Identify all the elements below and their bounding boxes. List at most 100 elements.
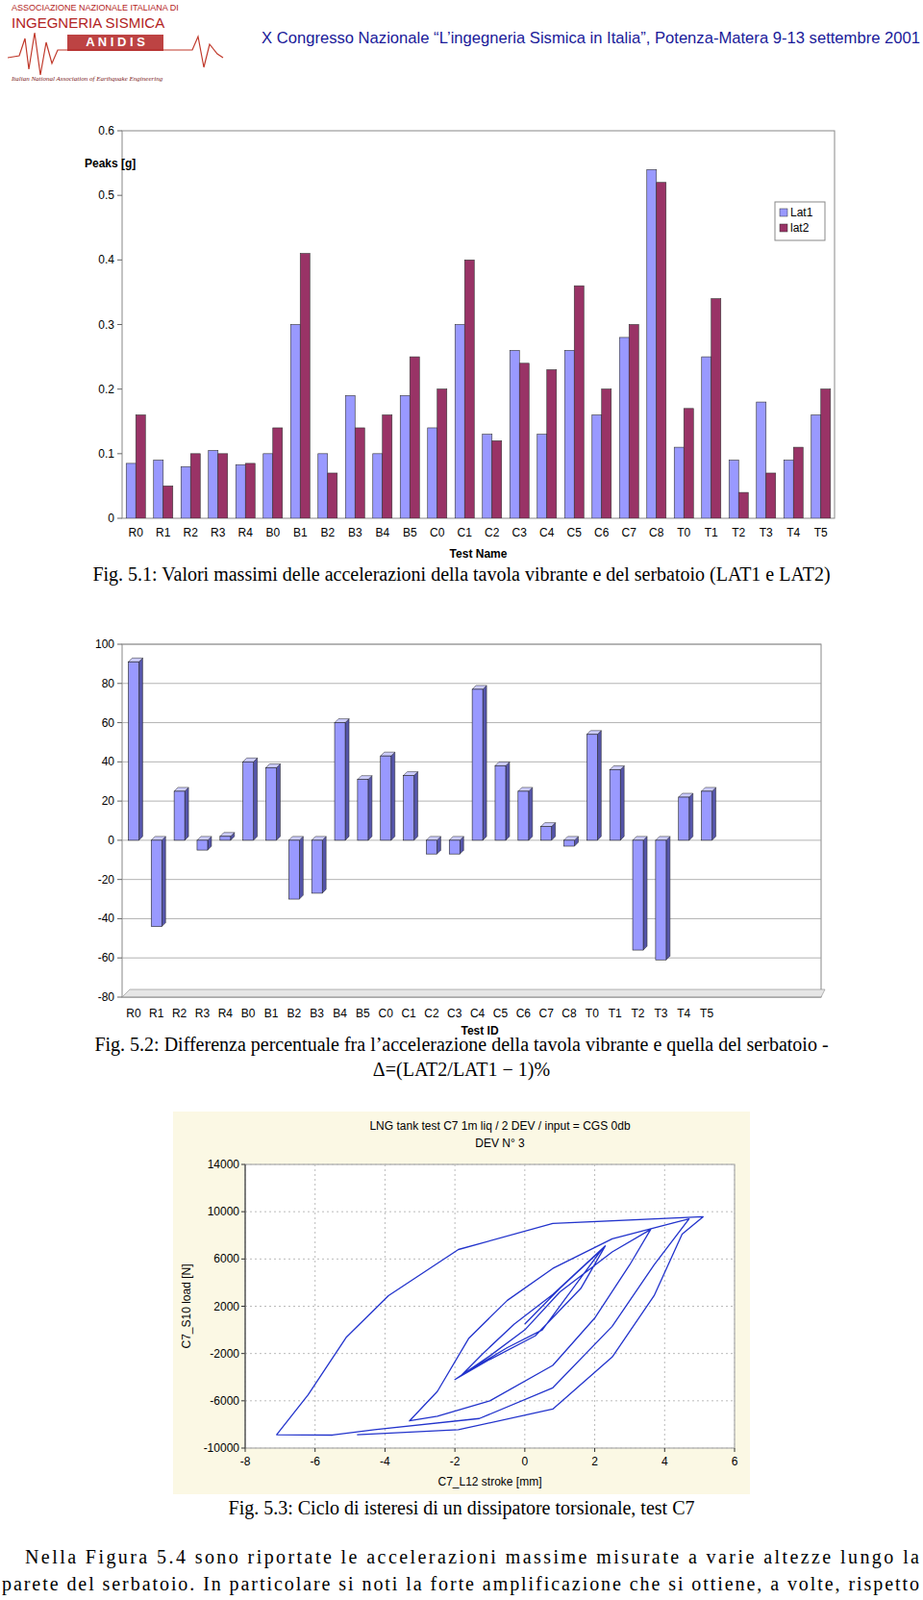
- tick-label: 80: [101, 676, 116, 691]
- bar-top: [701, 787, 717, 792]
- category-label: R0: [125, 1006, 142, 1021]
- grid-line: [122, 644, 822, 646]
- logo-text: A N I D I S: [85, 34, 146, 50]
- tick: [117, 722, 123, 724]
- plot-frame: [122, 130, 835, 519]
- bar-top: [518, 787, 533, 792]
- background: [0, 0, 923, 1600]
- bar-front: [243, 761, 254, 841]
- grid-line: [122, 722, 822, 724]
- tick-label: -2: [449, 1454, 461, 1469]
- category-label: C2: [424, 1006, 440, 1021]
- bar: [647, 169, 657, 519]
- legend-swatch: [779, 224, 788, 232]
- tick-label: 0.2: [98, 382, 115, 397]
- category-label: C7: [538, 1006, 554, 1021]
- grid-line: [122, 800, 822, 802]
- bar: [245, 463, 255, 519]
- bar: [609, 765, 624, 840]
- tick: [117, 644, 123, 646]
- category-label: B2: [320, 525, 335, 540]
- bar-side: [345, 719, 350, 841]
- bar: [601, 389, 612, 519]
- category-label: T3: [653, 1006, 668, 1021]
- tick-label: -2000: [209, 1347, 240, 1361]
- tick-label: 40: [101, 754, 116, 769]
- bar-side: [712, 787, 717, 841]
- category-label: B1: [264, 1006, 279, 1021]
- tick: [117, 800, 123, 802]
- bar-top: [425, 836, 441, 841]
- tick-label: 20: [101, 794, 116, 808]
- grid-line: [245, 1258, 735, 1260]
- grid-line: [122, 918, 822, 920]
- bar: [673, 447, 684, 519]
- bar-top: [632, 836, 648, 841]
- tick: [241, 1447, 246, 1449]
- bar-side: [414, 772, 419, 841]
- legend-label: Lat1: [790, 205, 814, 220]
- bar: [273, 427, 283, 519]
- bar: [592, 415, 602, 519]
- bar: [482, 434, 493, 519]
- grid-line: [454, 1164, 456, 1448]
- bar: [334, 719, 350, 841]
- bar: [619, 337, 629, 519]
- category-label: C5: [567, 525, 583, 540]
- category-label: T4: [786, 525, 800, 540]
- tick-label: 0.5: [98, 188, 115, 202]
- bar: [190, 453, 200, 519]
- bar: [683, 408, 694, 519]
- grid-line: [122, 682, 822, 684]
- bar-front: [425, 840, 437, 854]
- category-label: C7: [622, 525, 638, 540]
- category-label: R2: [183, 525, 200, 540]
- bar: [354, 427, 365, 519]
- tick: [117, 259, 123, 261]
- bar: [345, 395, 355, 519]
- bar-front: [701, 791, 713, 841]
- bar: [125, 463, 136, 519]
- tick: [117, 518, 123, 520]
- bar-side: [322, 836, 326, 894]
- tick: [523, 1447, 525, 1452]
- bar-top: [174, 787, 189, 792]
- bar-side: [299, 836, 303, 899]
- tick-label: 0.3: [98, 318, 115, 332]
- bar: [357, 775, 373, 841]
- bar: [655, 836, 671, 960]
- category-label: B0: [241, 1006, 256, 1021]
- bar: [464, 259, 474, 519]
- category-label: B4: [374, 525, 390, 540]
- bar: [174, 787, 189, 841]
- bar: [547, 370, 557, 519]
- category-label: T2: [631, 1006, 646, 1021]
- bar-top: [495, 761, 510, 766]
- tick: [664, 1447, 666, 1452]
- bar: [409, 356, 420, 519]
- category-label: C1: [400, 1006, 417, 1021]
- bar-side: [184, 787, 189, 841]
- tick: [384, 1447, 386, 1452]
- bar-side: [161, 836, 166, 927]
- bar: [541, 823, 556, 841]
- y-axis-line: [245, 1164, 247, 1448]
- bar-front: [127, 661, 139, 841]
- bars: [125, 169, 831, 519]
- bar-top: [243, 757, 258, 762]
- tick: [117, 761, 123, 763]
- bar: [728, 460, 739, 519]
- y-axis-label: C7_S10 load [N]: [179, 1263, 194, 1348]
- bar: [318, 453, 328, 519]
- tick: [117, 878, 123, 880]
- bar-top: [655, 836, 671, 841]
- tick: [117, 839, 123, 841]
- grid-line: [245, 1211, 735, 1213]
- bar: [632, 836, 648, 950]
- category-label: C3: [512, 525, 528, 540]
- tick-label: -6000: [209, 1394, 240, 1408]
- tick-label: 2: [591, 1454, 599, 1469]
- bar-side: [276, 763, 281, 840]
- category-label: B2: [287, 1006, 302, 1021]
- bar: [537, 434, 548, 519]
